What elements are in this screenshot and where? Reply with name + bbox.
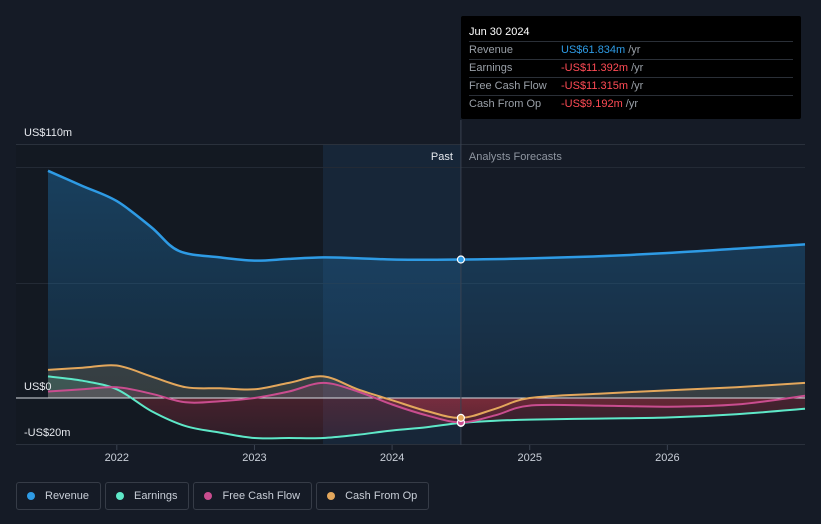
x-tick-label: 2023	[242, 452, 266, 464]
marker-cash-from-op	[456, 413, 466, 423]
tooltip-row-cash-from-op: Cash From Op -US$9.192m /yr	[469, 95, 793, 113]
legend-dot-icon	[27, 492, 35, 500]
legend-dot-icon	[327, 492, 336, 500]
legend-label: Cash From Op	[345, 490, 418, 502]
legend: Revenue Earnings Free Cash Flow Cash Fro…	[16, 482, 430, 510]
past-label: Past	[431, 151, 453, 163]
legend-label: Revenue	[45, 490, 90, 502]
series-lines	[47, 169, 806, 440]
area-earnings-positive	[48, 376, 805, 398]
tooltip: Jun 30 2024 Revenue US$61.834m /yr Earni…	[461, 16, 801, 119]
legend-label: Earnings	[134, 490, 178, 502]
legend-item-cash-from-op[interactable]: Cash From Op	[316, 482, 430, 510]
tooltip-unit: /yr	[625, 98, 638, 110]
tooltip-row-free-cash-flow: Free Cash Flow -US$11.315m /yr	[469, 77, 793, 95]
y-label-min: -US$20m	[24, 427, 70, 439]
tooltip-label: Earnings	[469, 62, 513, 74]
tooltip-unit: /yr	[631, 80, 644, 92]
marker-revenue	[456, 255, 466, 264]
tooltip-value: -US$11.392m	[561, 62, 629, 74]
x-tick-label: 2026	[655, 452, 679, 464]
tooltip-row-earnings: Earnings -US$11.392m /yr	[469, 59, 793, 77]
legend-item-free-cash-flow[interactable]: Free Cash Flow	[193, 482, 313, 510]
tooltip-unit: /yr	[631, 62, 644, 74]
tooltip-date: Jun 30 2024	[469, 26, 530, 38]
y-label-zero: US$0	[24, 381, 52, 393]
legend-item-revenue[interactable]: Revenue	[16, 482, 102, 510]
area-earnings-negative	[48, 398, 805, 439]
line-revenue	[47, 169, 806, 262]
tooltip-unit: /yr	[628, 44, 641, 56]
x-axis: 2022 2023 2024 2025 2026	[105, 445, 680, 464]
tooltip-row-revenue: Revenue US$61.834m /yr	[469, 41, 793, 59]
tooltip-label: Revenue	[469, 44, 514, 56]
y-label-max: US$110m	[24, 127, 72, 139]
tooltip-value: US$61.834m	[561, 44, 626, 56]
line-earnings	[47, 375, 806, 440]
tooltip-value: -US$11.315m	[561, 80, 629, 92]
line-cash-from-op	[47, 364, 806, 419]
x-tick-label: 2024	[380, 452, 404, 464]
tooltip-value: -US$9.192m	[561, 98, 623, 110]
x-tick-label: 2022	[105, 452, 129, 464]
financials-chart: Past Analysts Forecasts US$110m US$0 -US…	[16, 120, 806, 464]
legend-item-earnings[interactable]: Earnings	[105, 482, 190, 510]
tooltip-label: Cash From Op	[469, 98, 542, 110]
tooltip-label: Free Cash Flow	[469, 80, 547, 92]
area-cash-from-op-negative	[48, 398, 805, 418]
area-revenue	[48, 170, 805, 398]
line-free-cash-flow	[47, 381, 806, 424]
area-free-cash-flow-positive	[48, 382, 805, 398]
legend-dot-icon	[116, 492, 125, 500]
legend-dot-icon	[204, 492, 213, 500]
x-tick-label: 2025	[517, 452, 541, 464]
hover-markers	[456, 255, 466, 427]
forecast-label: Analysts Forecasts	[469, 151, 562, 163]
legend-label: Free Cash Flow	[222, 490, 301, 502]
